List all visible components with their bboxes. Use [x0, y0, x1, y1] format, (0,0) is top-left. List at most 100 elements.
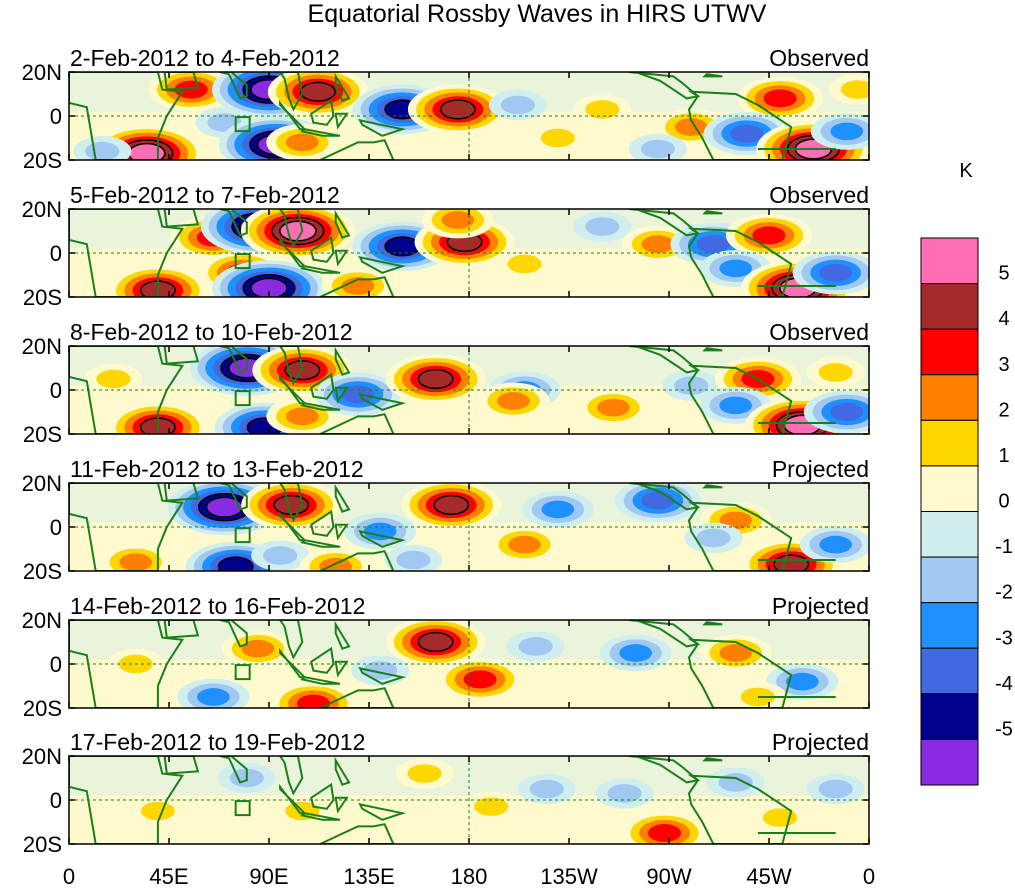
anomaly-blob — [495, 248, 554, 280]
contour-level — [341, 277, 375, 295]
coastline — [279, 783, 308, 815]
coastline — [702, 757, 723, 762]
x-tick-label: 135E — [343, 864, 394, 889]
contour-level — [500, 95, 535, 115]
panel-status: Projected — [772, 729, 869, 755]
panel-date-label: 14-Feb-2012 to 16-Feb-2012 — [70, 593, 365, 619]
coastline — [300, 128, 341, 137]
anomaly-blob — [573, 211, 632, 242]
contour-level — [541, 500, 575, 519]
contour-level — [197, 688, 230, 706]
anomaly-blob — [521, 491, 594, 528]
colorbar-units: K — [959, 160, 973, 182]
contour-level — [299, 81, 336, 102]
contour-level — [648, 824, 682, 842]
y-tick-label: 20S — [23, 559, 62, 584]
contour-level — [818, 363, 853, 382]
contour-level — [508, 535, 541, 554]
y-tick-label: 20N — [22, 334, 62, 359]
contour-level — [585, 100, 620, 119]
y-tick-label: 0 — [50, 378, 62, 403]
anomaly-blob — [462, 791, 521, 822]
anomaly-blob — [99, 543, 172, 571]
coastline — [358, 118, 407, 137]
anomaly-blob — [684, 522, 743, 554]
x-tick-label: 0 — [63, 864, 75, 889]
coastline — [163, 72, 200, 91]
colorbar-swatch — [920, 693, 979, 740]
anomaly-blob — [595, 778, 654, 809]
anomaly-blob — [477, 382, 550, 420]
coastline — [628, 346, 701, 374]
panel-status: Observed — [769, 319, 869, 345]
contour-level — [641, 491, 675, 510]
anomaly-blob — [401, 483, 502, 530]
coastline — [702, 210, 723, 215]
anomaly-field — [69, 72, 869, 160]
anomaly-blob — [506, 631, 565, 662]
region-box — [234, 664, 251, 681]
coastline — [278, 346, 304, 386]
coastline — [163, 346, 200, 365]
coastline — [219, 756, 248, 784]
anomaly-blob — [614, 483, 701, 523]
panel-5: 14-Feb-2012 to 16-Feb-2012 Projected 20N 0 2… — [22, 593, 870, 721]
coastline — [219, 483, 248, 511]
coastline — [628, 483, 701, 511]
anomaly-blob — [792, 251, 869, 295]
panel-status: Projected — [772, 593, 869, 619]
colorbar-label: -4 — [995, 673, 1013, 695]
coastline — [334, 249, 349, 267]
anomaly-blob — [421, 209, 494, 239]
coastline — [702, 621, 723, 626]
contour-level — [497, 392, 530, 410]
colorbar-swatch — [920, 237, 979, 285]
contour-level — [463, 670, 497, 689]
contour-level — [205, 496, 244, 518]
coastline — [628, 209, 701, 237]
panel-date-label: 8-Feb-2012 to 10-Feb-2012 — [70, 319, 353, 345]
anomaly-blob — [177, 678, 250, 708]
anomaly-blob — [148, 72, 235, 112]
coastline — [334, 756, 351, 786]
panel-date-label: 11-Feb-2012 to 13-Feb-2012 — [70, 456, 364, 482]
anomaly-blob — [437, 657, 524, 702]
colorbar-swatch — [920, 647, 979, 695]
contour-level — [740, 687, 775, 707]
contour-level — [407, 764, 442, 783]
coastline — [334, 523, 349, 541]
coastline — [310, 372, 335, 400]
coastline — [687, 774, 793, 844]
anomaly-blob — [806, 357, 865, 388]
coastline — [300, 539, 341, 548]
contour-level — [619, 644, 652, 662]
contour-level — [263, 546, 298, 565]
coastline — [334, 112, 349, 130]
coastline — [163, 620, 200, 639]
coastline — [358, 392, 407, 411]
x-tick-label: 90E — [249, 864, 288, 889]
coastline — [358, 666, 407, 685]
coastline — [687, 90, 793, 160]
coastline — [219, 620, 248, 648]
anomaly-blob — [528, 122, 587, 154]
anomaly-blob — [270, 682, 357, 708]
coastlines — [69, 756, 836, 844]
x-tick-label: 90W — [646, 864, 691, 889]
contour-level — [286, 133, 319, 152]
coastline — [687, 227, 793, 297]
y-tick-label: 20S — [23, 832, 62, 857]
contour-level — [730, 124, 764, 143]
coastline — [69, 346, 185, 434]
anomaly-blob — [314, 372, 401, 416]
coastline — [702, 73, 723, 78]
contour-level — [818, 779, 853, 799]
coastline — [279, 236, 308, 268]
contour-level — [529, 779, 564, 799]
coastline — [702, 347, 723, 352]
y-tick-label: 0 — [50, 241, 62, 266]
anomaly-blob — [517, 773, 576, 805]
colorbar-swatch — [920, 419, 979, 467]
colorbar-swatch — [920, 738, 979, 786]
